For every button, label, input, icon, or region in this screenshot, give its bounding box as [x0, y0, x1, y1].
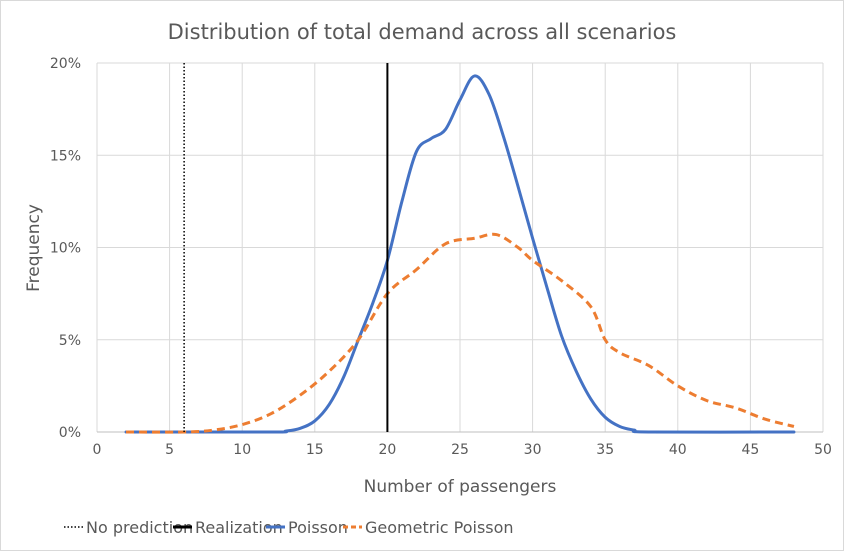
y-tick-label: 20% [50, 56, 81, 72]
y-tick-label: 0% [59, 425, 81, 441]
x-tick-label: 0 [93, 442, 102, 458]
x-tick-label: 40 [669, 442, 687, 458]
y-axis-label: Frequency [24, 204, 44, 292]
y-tick-label: 5% [59, 333, 81, 349]
legend-label: Poisson [288, 518, 348, 537]
y-tick-label: 15% [50, 148, 81, 164]
legend-label: No prediction [86, 518, 193, 537]
legend-label: Realization [195, 518, 283, 537]
x-tick-label: 50 [814, 442, 832, 458]
x-tick-label: 15 [306, 442, 324, 458]
x-tick-label: 20 [378, 442, 396, 458]
y-tick-label: 10% [50, 241, 81, 257]
legend-label: Geometric Poisson [365, 518, 514, 537]
x-tick-label: 10 [233, 442, 251, 458]
x-tick-label: 5 [165, 442, 174, 458]
x-tick-label: 35 [596, 442, 614, 458]
x-tick-label: 45 [741, 442, 759, 458]
series-geometric-poisson [126, 232, 795, 434]
legend: No prediction Realization Poisson Geometric… [64, 518, 514, 537]
x-tick-label: 30 [524, 442, 542, 458]
x-tick-label: 25 [451, 442, 469, 458]
chart-title: Distribution of total demand across all … [168, 20, 677, 44]
series-poisson [124, 74, 796, 434]
x-axis-label: Number of passengers [364, 477, 557, 497]
